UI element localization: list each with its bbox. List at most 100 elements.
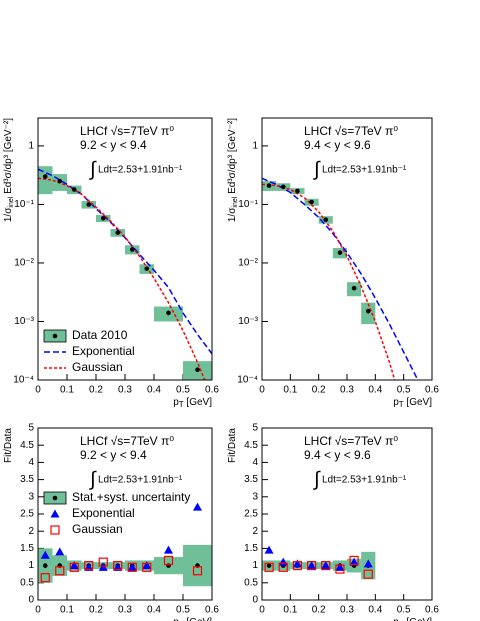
square-marker bbox=[192, 566, 203, 576]
x-tick-label: 0.6 bbox=[425, 605, 439, 616]
triangle-marker bbox=[335, 562, 345, 571]
legend-label: Gaussian bbox=[72, 522, 123, 536]
data-point bbox=[115, 230, 121, 235]
annotation: ∫ bbox=[313, 158, 321, 180]
data-point bbox=[195, 367, 200, 372]
y-tick-label: 2 bbox=[252, 526, 258, 537]
x-tick-label: 0.1 bbox=[283, 385, 297, 396]
square-marker bbox=[306, 560, 317, 571]
y-tick-label: 2.5 bbox=[244, 509, 258, 520]
triangle-marker bbox=[142, 561, 152, 570]
y-tick-label: 4.5 bbox=[244, 440, 258, 451]
y-tick-label: 10⁻⁴ bbox=[13, 375, 34, 386]
annotation: Ldt=2.53+1.91nb⁻¹ bbox=[322, 475, 407, 486]
data-point bbox=[57, 178, 63, 184]
x-tick-label: 0.4 bbox=[147, 385, 161, 396]
x-tick-label: 0.2 bbox=[312, 385, 326, 396]
annotation: LHCf √s=7TeV π⁰ bbox=[80, 124, 174, 138]
x-tick-label: 0.5 bbox=[397, 605, 411, 616]
legend-label: Gaussian bbox=[72, 360, 123, 374]
triangle-marker bbox=[98, 562, 108, 571]
annotation: 9.4 < y < 9.6 bbox=[304, 448, 371, 462]
annotation: ∫ bbox=[89, 158, 97, 180]
x-tick-label: 0.5 bbox=[397, 385, 411, 396]
data-layer bbox=[38, 502, 212, 587]
square-marker bbox=[40, 573, 50, 583]
triangle-marker bbox=[113, 562, 123, 571]
panel: 0 0.1 0.2 0.3 0.4 0.5 0.6 10⁻⁴ 10⁻³ 10⁻² 10⁻¹ 1 pT [… bbox=[3, 117, 219, 409]
legend-swatch bbox=[50, 509, 60, 518]
legend-swatch bbox=[52, 495, 58, 501]
y-tick-label: 10⁻² bbox=[238, 258, 258, 269]
x-axis-label: pT [GeV] bbox=[173, 617, 212, 621]
y-axis-label: Fit/Data bbox=[227, 428, 238, 463]
square-marker bbox=[264, 562, 274, 572]
square-marker bbox=[55, 566, 65, 576]
data-layer bbox=[262, 545, 376, 580]
y-tick-label: 3 bbox=[252, 491, 258, 502]
data-point bbox=[365, 308, 371, 314]
data-point bbox=[351, 285, 357, 291]
annotation: Ldt=2.53+1.91nb⁻¹ bbox=[98, 165, 183, 176]
y-axis-label: 1/σinel Ed³σ/dp³ [GeV⁻²] bbox=[3, 118, 15, 222]
x-tick-label: 0.1 bbox=[283, 605, 297, 616]
triangle-marker bbox=[55, 547, 65, 556]
data-point bbox=[323, 217, 329, 222]
x-tick-label: 0.4 bbox=[147, 605, 161, 616]
annotation: Ldt=2.53+1.91nb⁻¹ bbox=[98, 475, 183, 486]
data-layer bbox=[38, 166, 212, 380]
y-tick-label: 10⁻³ bbox=[14, 316, 34, 327]
y-tick-label: 5 bbox=[252, 423, 258, 434]
x-tick-label: 0.5 bbox=[176, 385, 190, 396]
data-point bbox=[86, 202, 92, 207]
square-marker bbox=[292, 560, 303, 571]
y-tick-label: 1 bbox=[252, 141, 258, 152]
x-tick-label: 0.6 bbox=[205, 605, 219, 616]
y-tick-label: 2 bbox=[28, 526, 34, 537]
x-axis-label: pT [GeV] bbox=[393, 397, 432, 409]
legend-swatch bbox=[52, 333, 58, 339]
triangle-marker bbox=[321, 561, 331, 570]
x-tick-label: 0.6 bbox=[205, 385, 219, 396]
plot-frame bbox=[261, 427, 433, 601]
x-tick-label: 0.2 bbox=[312, 605, 326, 616]
y-tick-label: 10⁻¹ bbox=[14, 199, 34, 210]
data-point bbox=[71, 187, 77, 192]
fit-curve bbox=[262, 177, 419, 380]
legend-label: Data 2010 bbox=[72, 328, 128, 342]
y-tick-label: 1 bbox=[252, 560, 258, 571]
x-tick-label: 0 bbox=[35, 385, 41, 396]
square-marker bbox=[335, 564, 345, 574]
data-layer bbox=[262, 177, 419, 380]
annotation: Ldt=2.53+1.91nb⁻¹ bbox=[322, 165, 407, 176]
y-tick-label: 3.5 bbox=[20, 474, 34, 485]
annotation: LHCf √s=7TeV π⁰ bbox=[80, 434, 174, 448]
triangle-marker bbox=[127, 562, 137, 571]
square-marker bbox=[127, 562, 137, 572]
annotation: ∫ bbox=[313, 468, 321, 490]
data-point bbox=[280, 184, 286, 190]
y-tick-label: 1 bbox=[28, 560, 34, 571]
triangle-marker bbox=[307, 561, 317, 570]
legend-label: Exponential bbox=[72, 344, 135, 358]
y-tick-label: 1 bbox=[28, 141, 34, 152]
y-tick-label: 4.5 bbox=[20, 440, 34, 451]
x-tick-label: 0.1 bbox=[60, 605, 74, 616]
triangle-marker bbox=[84, 562, 94, 571]
x-tick-label: 0.3 bbox=[118, 605, 132, 616]
data-point bbox=[266, 183, 272, 188]
y-tick-label: 1.5 bbox=[20, 543, 34, 554]
panel: 0 0.1 0.2 0.3 0.4 0.5 0.6 0 0.5 1 1.5 2 2.5 3 3.5 4 4.5 5… bbox=[3, 423, 220, 621]
x-tick-label: 0.3 bbox=[118, 385, 132, 396]
x-axis-label: pT [GeV] bbox=[173, 397, 212, 409]
x-tick-label: 0.5 bbox=[176, 605, 190, 616]
y-tick-label: 3.5 bbox=[244, 474, 258, 485]
fit-curve bbox=[38, 168, 212, 355]
annotation: ∫ bbox=[89, 468, 97, 490]
y-tick-label: 5 bbox=[28, 423, 34, 434]
x-tick-label: 0 bbox=[259, 605, 265, 616]
data-point bbox=[144, 266, 150, 271]
y-tick-label: 0.5 bbox=[244, 577, 258, 588]
y-tick-label: 10⁻⁴ bbox=[237, 375, 258, 386]
